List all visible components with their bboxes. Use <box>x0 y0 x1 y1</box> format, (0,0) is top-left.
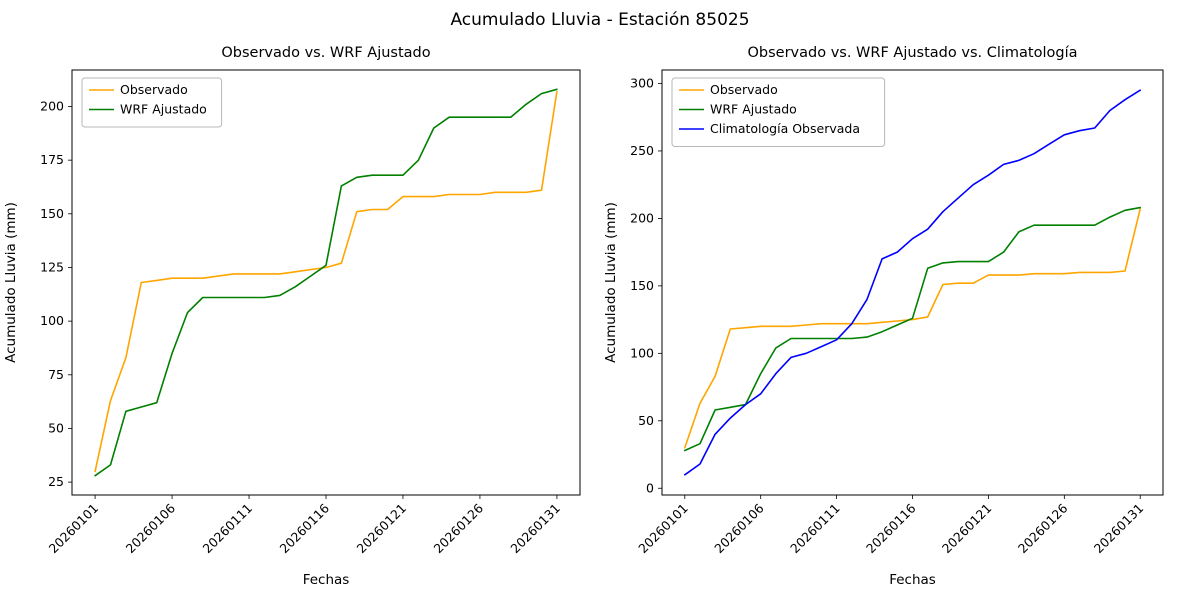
x-tick-label: 20260111 <box>200 501 256 557</box>
y-tick-label: 150 <box>40 206 64 221</box>
x-tick-label: 20260126 <box>1015 500 1071 556</box>
y-tick-label: 200 <box>630 210 654 225</box>
x-tick-label: 20260116 <box>863 500 919 556</box>
series-line-observado <box>684 208 1142 449</box>
y-tick-label: 0 <box>646 480 654 495</box>
y-tick-label: 175 <box>40 152 64 167</box>
y-tick-label: 100 <box>630 345 654 360</box>
y-axis-label: Acumulado Lluvia (mm) <box>603 202 619 363</box>
x-tick-label: 20260111 <box>787 501 843 557</box>
y-tick-label: 125 <box>40 259 64 274</box>
x-axis-label: Fechas <box>889 572 936 588</box>
y-axis-label: Acumulado Lluvia (mm) <box>3 202 19 363</box>
x-tick-label: 20260116 <box>277 500 333 556</box>
legend-box <box>671 77 886 147</box>
x-tick-label: 20260131 <box>507 501 563 557</box>
x-tick-label: 20260101 <box>46 501 102 557</box>
y-tick-label: 50 <box>48 420 64 435</box>
y-tick-label: 150 <box>630 278 654 293</box>
subplot-title: Observado vs. WRF Ajustado <box>221 45 430 61</box>
y-tick-label: 250 <box>630 143 654 158</box>
figure-title: Acumulado Lluvia - Estación 85025 <box>450 10 750 30</box>
subplot-title: Observado vs. WRF Ajustado vs. Climatolo… <box>748 45 1078 61</box>
axes-frame <box>71 69 581 496</box>
y-tick-label: 300 <box>630 75 654 90</box>
x-tick-label: 20260131 <box>1091 501 1147 557</box>
y-tick-label: 50 <box>638 413 654 428</box>
left-chart-canvas: Observado vs. WRF Ajustado 25 50 75 100 125 15… <box>3 45 581 588</box>
legend-label: WRF Ajustado <box>710 102 797 117</box>
legend-box <box>81 77 223 128</box>
y-tick-label: 100 <box>40 313 64 328</box>
right-chart-canvas: Observado vs. WRF Ajustado vs. Climatolo… <box>603 45 1164 588</box>
series-line-climatolog-a-observada <box>684 89 1142 476</box>
x-tick-label: 20260106 <box>711 500 767 556</box>
x-tick-label: 20260121 <box>939 501 995 557</box>
y-tick-label: 200 <box>40 98 64 113</box>
series-line-observado <box>94 90 558 473</box>
legend-label: WRF Ajustado <box>120 102 207 117</box>
legend-label: Observado <box>120 82 188 97</box>
legend-label: Climatología Observada <box>710 121 860 136</box>
legend-label: Observado <box>710 82 778 97</box>
x-tick-label: 20260126 <box>430 500 486 556</box>
charts-row: Observado vs. WRF Ajustado 25 50 75 100 125 15… <box>0 40 1200 600</box>
series-line-wrf-ajustado <box>94 88 558 477</box>
x-tick-label: 20260121 <box>353 501 409 557</box>
x-tick-label: 20260101 <box>635 501 691 557</box>
y-tick-label: 25 <box>48 474 64 489</box>
y-tick-label: 75 <box>48 367 64 382</box>
x-axis-label: Fechas <box>303 572 350 588</box>
series-line-wrf-ajustado <box>684 206 1142 452</box>
x-tick-label: 20260106 <box>123 500 179 556</box>
